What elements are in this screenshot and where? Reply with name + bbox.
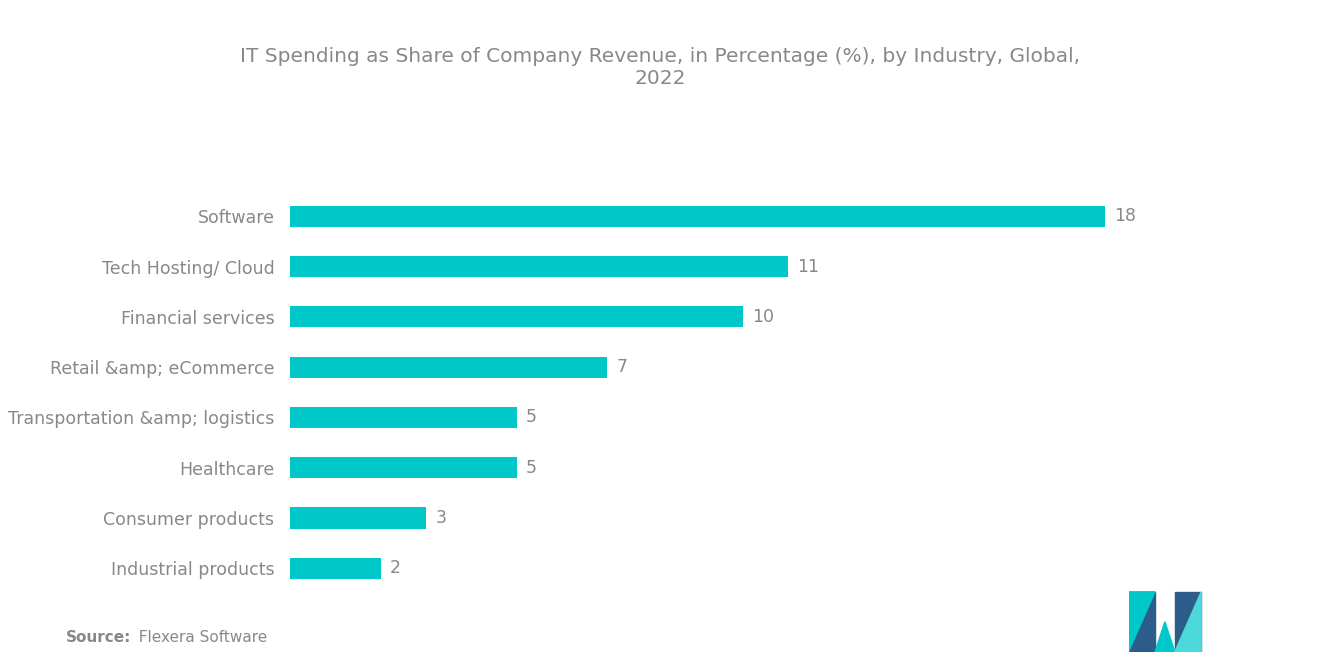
Bar <box>290 256 788 277</box>
Text: 2: 2 <box>389 559 401 577</box>
Text: 10: 10 <box>752 308 774 326</box>
Text: 7: 7 <box>616 358 627 376</box>
Text: IT Spending as Share of Company Revenue, in Percentage (%), by Industry, Global,: IT Spending as Share of Company Revenue,… <box>240 47 1080 88</box>
Text: 18: 18 <box>1114 207 1137 225</box>
Bar <box>290 307 743 327</box>
Text: 11: 11 <box>797 257 820 276</box>
Bar <box>290 356 607 378</box>
Text: Flexera Software: Flexera Software <box>129 630 268 645</box>
Polygon shape <box>1175 592 1201 652</box>
Text: 3: 3 <box>436 509 446 527</box>
Polygon shape <box>1175 592 1201 652</box>
Text: 5: 5 <box>525 408 537 426</box>
Bar <box>290 458 516 478</box>
Polygon shape <box>1155 622 1175 652</box>
Bar <box>290 507 426 529</box>
Polygon shape <box>1129 592 1155 652</box>
Bar <box>290 205 1105 227</box>
Text: 5: 5 <box>525 459 537 477</box>
Polygon shape <box>1129 592 1155 652</box>
Bar <box>290 407 516 428</box>
Text: Source:: Source: <box>66 630 132 645</box>
Bar <box>290 558 381 579</box>
